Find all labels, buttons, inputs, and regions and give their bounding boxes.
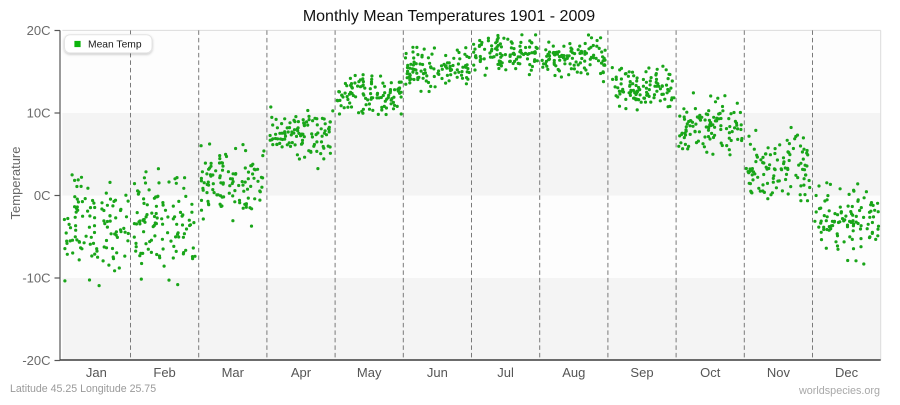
svg-text:Dec: Dec <box>835 365 859 380</box>
svg-text:Jun: Jun <box>427 365 448 380</box>
svg-text:10C: 10C <box>27 105 51 120</box>
svg-text:Sep: Sep <box>630 365 653 380</box>
svg-text:Temperature: Temperature <box>8 147 23 220</box>
svg-text:Oct: Oct <box>700 365 721 380</box>
svg-text:Jan: Jan <box>86 365 107 380</box>
svg-text:-20C: -20C <box>22 353 50 368</box>
svg-text:-10C: -10C <box>22 270 50 285</box>
svg-text:Aug: Aug <box>562 365 585 380</box>
svg-text:Feb: Feb <box>153 365 175 380</box>
svg-text:0C: 0C <box>34 188 51 203</box>
svg-text:Jul: Jul <box>497 365 514 380</box>
svg-text:May: May <box>357 365 382 380</box>
svg-text:20C: 20C <box>27 23 51 38</box>
svg-text:Nov: Nov <box>767 365 791 380</box>
svg-text:worldspecies.org: worldspecies.org <box>798 385 880 397</box>
svg-text:Mar: Mar <box>222 365 245 380</box>
svg-text:Apr: Apr <box>291 365 312 380</box>
svg-text:Mean Temp: Mean Temp <box>88 40 142 51</box>
svg-text:Latitude 45.25 Longitude 25.75: Latitude 45.25 Longitude 25.75 <box>10 383 156 395</box>
svg-text:Monthly Mean Temperatures 1901: Monthly Mean Temperatures 1901 - 2009 <box>303 8 595 25</box>
